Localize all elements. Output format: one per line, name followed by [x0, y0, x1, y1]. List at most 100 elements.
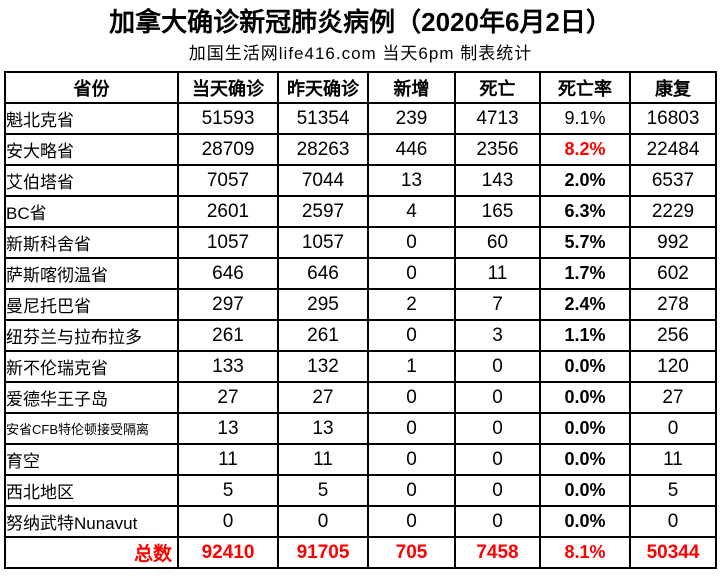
cell-today-confirmed: 261	[177, 319, 279, 352]
cell-province: 艾伯塔省	[4, 164, 179, 197]
cell-new-cases: 0	[367, 319, 456, 352]
cell-today-confirmed: 28709	[177, 133, 279, 166]
column-header-today-confirmed: 当天确诊	[177, 71, 279, 104]
table-row: 安省CFB特伦顿接受隔离 13 13 0 0 0.0% 0	[4, 412, 717, 445]
cell-today-confirmed: 13	[177, 412, 279, 445]
total-recovered: 50344	[629, 536, 717, 569]
cell-province: 安省CFB特伦顿接受隔离	[4, 412, 179, 445]
cell-deaths: 0	[454, 474, 541, 507]
cell-recovered: 6537	[629, 164, 717, 197]
cell-yesterday-confirmed: 0	[277, 505, 369, 538]
cell-recovered: 5	[629, 474, 717, 507]
cell-province: 安大略省	[4, 133, 179, 166]
total-yesterday-confirmed: 91705	[277, 536, 369, 569]
cell-recovered: 16803	[629, 102, 717, 135]
cell-new-cases: 446	[367, 133, 456, 166]
table-row: 萨斯喀彻温省 646 646 0 11 1.7% 602	[4, 257, 717, 290]
cell-today-confirmed: 133	[177, 350, 279, 383]
table-row: 魁北克省 51593 51354 239 4713 9.1% 16803	[4, 102, 717, 135]
cell-new-cases: 239	[367, 102, 456, 135]
cell-province: BC省	[4, 195, 179, 228]
cell-deaths: 165	[454, 195, 541, 228]
cell-new-cases: 0	[367, 226, 456, 259]
cell-yesterday-confirmed: 27	[277, 381, 369, 414]
cell-province: 爱德华王子岛	[4, 381, 179, 414]
cell-province: 新不伦瑞克省	[4, 350, 179, 383]
cell-recovered: 11	[629, 443, 717, 476]
cell-yesterday-confirmed: 13	[277, 412, 369, 445]
cell-deaths: 143	[454, 164, 541, 197]
cell-yesterday-confirmed: 28263	[277, 133, 369, 166]
cell-today-confirmed: 27	[177, 381, 279, 414]
total-deaths: 7458	[454, 536, 541, 569]
cell-recovered: 22484	[629, 133, 717, 166]
total-today-confirmed: 92410	[177, 536, 279, 569]
cell-yesterday-confirmed: 646	[277, 257, 369, 290]
cell-new-cases: 2	[367, 288, 456, 321]
cell-province: 曼尼托巴省	[4, 288, 179, 321]
table-row: 艾伯塔省 7057 7044 13 143 2.0% 6537	[4, 164, 717, 197]
column-header-recovered: 康复	[629, 71, 717, 104]
cell-death-rate: 1.1%	[539, 319, 631, 352]
cell-today-confirmed: 7057	[177, 164, 279, 197]
cell-death-rate: 0.0%	[539, 381, 631, 414]
cell-recovered: 278	[629, 288, 717, 321]
cell-today-confirmed: 646	[177, 257, 279, 290]
cell-deaths: 0	[454, 412, 541, 445]
cell-province: 西北地区	[4, 474, 179, 507]
cell-deaths: 11	[454, 257, 541, 290]
cell-death-rate: 5.7%	[539, 226, 631, 259]
column-header-deaths: 死亡	[454, 71, 541, 104]
cell-deaths: 0	[454, 350, 541, 383]
table-row: BC省 2601 2597 4 165 6.3% 2229	[4, 195, 717, 228]
cell-yesterday-confirmed: 2597	[277, 195, 369, 228]
total-new-cases: 705	[367, 536, 456, 569]
cell-new-cases: 4	[367, 195, 456, 228]
cell-death-rate: 8.2%	[539, 133, 631, 166]
cell-yesterday-confirmed: 11	[277, 443, 369, 476]
cell-recovered: 0	[629, 412, 717, 445]
table-row: 育空 11 11 0 0 0.0% 11	[4, 443, 717, 476]
cell-death-rate: 0.0%	[539, 505, 631, 538]
cell-today-confirmed: 297	[177, 288, 279, 321]
cell-new-cases: 0	[367, 412, 456, 445]
cell-death-rate: 2.0%	[539, 164, 631, 197]
subtitle: 加国生活网life416.com 当天6pm 制表统计	[188, 44, 533, 63]
cell-death-rate: 0.0%	[539, 350, 631, 383]
cell-recovered: 27	[629, 381, 717, 414]
column-header-yesterday-confirmed: 昨天确诊	[277, 71, 369, 104]
column-header-death-rate: 死亡率	[539, 71, 631, 104]
page-title: 加拿大确诊新冠肺炎病例（2020年6月2日）	[109, 7, 612, 37]
table-row: 曼尼托巴省 297 295 2 7 2.4% 278	[4, 288, 717, 321]
cell-deaths: 4713	[454, 102, 541, 135]
cell-today-confirmed: 2601	[177, 195, 279, 228]
covid-stats-table: 省份 当天确诊 昨天确诊 新增 死亡 死亡率 康复 魁北克省 51593 51354 239 471…	[4, 71, 717, 569]
total-label: 总数	[4, 536, 179, 569]
cell-recovered: 0	[629, 505, 717, 538]
cell-province: 萨斯喀彻温省	[4, 257, 179, 290]
cell-new-cases: 1	[367, 350, 456, 383]
cell-province: 新斯科舍省	[4, 226, 179, 259]
cell-new-cases: 13	[367, 164, 456, 197]
cell-today-confirmed: 11	[177, 443, 279, 476]
table-total-row: 总数 92410 91705 705 7458 8.1% 50344	[4, 536, 717, 569]
cell-deaths: 2356	[454, 133, 541, 166]
table-row: 安大略省 28709 28263 446 2356 8.2% 22484	[4, 133, 717, 166]
cell-yesterday-confirmed: 132	[277, 350, 369, 383]
cell-yesterday-confirmed: 295	[277, 288, 369, 321]
cell-yesterday-confirmed: 5	[277, 474, 369, 507]
cell-today-confirmed: 0	[177, 505, 279, 538]
cell-yesterday-confirmed: 261	[277, 319, 369, 352]
cell-new-cases: 0	[367, 381, 456, 414]
cell-recovered: 992	[629, 226, 717, 259]
cell-yesterday-confirmed: 51354	[277, 102, 369, 135]
cell-recovered: 602	[629, 257, 717, 290]
cell-death-rate: 1.7%	[539, 257, 631, 290]
table-row: 新不伦瑞克省 133 132 1 0 0.0% 120	[4, 350, 717, 383]
cell-deaths: 60	[454, 226, 541, 259]
cell-death-rate: 6.3%	[539, 195, 631, 228]
cell-recovered: 2229	[629, 195, 717, 228]
cell-new-cases: 0	[367, 257, 456, 290]
table-header-row: 省份 当天确诊 昨天确诊 新增 死亡 死亡率 康复	[4, 71, 717, 104]
cell-yesterday-confirmed: 1057	[277, 226, 369, 259]
